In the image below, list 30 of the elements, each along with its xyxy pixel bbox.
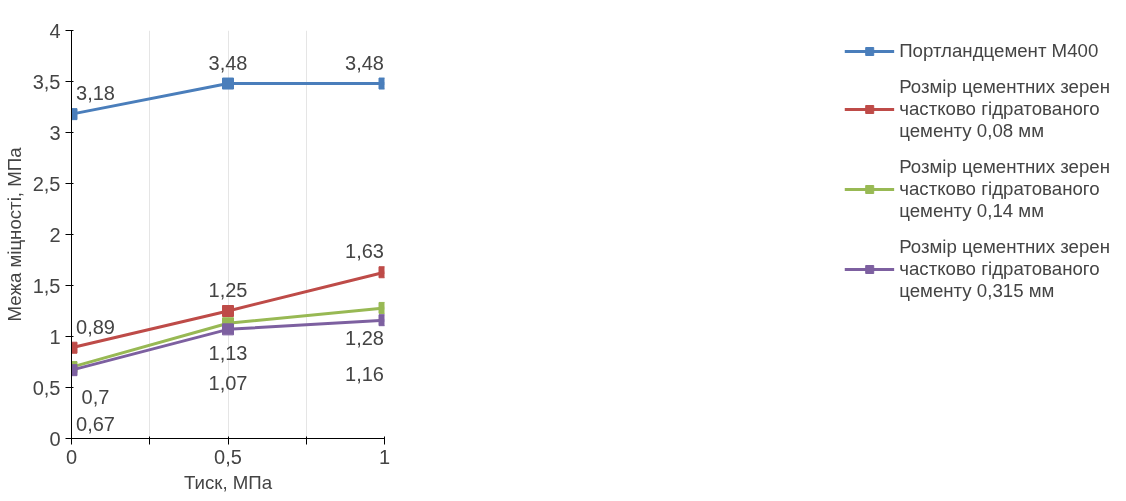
data-label: 3,48	[345, 51, 384, 74]
legend-label: Розмір цементних зерен частково гідратованого цементу 0,315 мм	[899, 236, 1110, 302]
data-label: 1,16	[345, 363, 384, 386]
x-tick-label: 0	[65, 445, 78, 468]
y-axis-title: Межа міцності, МПа	[3, 146, 25, 322]
data-label: 0,67	[76, 413, 115, 436]
y-tick-label: 0	[49, 427, 61, 450]
x-tick-label: 1	[378, 445, 391, 468]
data-label: 0,89	[76, 315, 115, 338]
data-label: 1,07	[208, 372, 248, 395]
x-axis-title: Тиск, МПа	[183, 471, 273, 493]
data-label: 1,25	[208, 279, 248, 301]
data-label: 0,7	[81, 386, 110, 409]
legend-label: Розмір цементних зерен частково гідратованого цементу 0,14 мм	[899, 156, 1110, 222]
data-label: 3,48	[208, 51, 248, 74]
data-label: 1,63	[345, 240, 384, 263]
y-tick-label: 1,5	[32, 274, 61, 297]
y-tick-label: 4	[49, 19, 61, 42]
y-tick-label: 1	[49, 325, 61, 348]
data-label: 3,18	[76, 82, 115, 105]
y-tick-label: 2	[49, 223, 61, 246]
data-label: 1,13	[208, 342, 248, 365]
y-tick-label: 0,5	[32, 376, 61, 399]
legend-label: Розмір цементних зерен частково гідратованого цементу 0,08 мм	[899, 76, 1110, 142]
y-tick-label: 3	[49, 121, 61, 144]
data-label: 1,28	[345, 326, 384, 349]
legend-label: Портландцемент М400	[899, 40, 1099, 62]
y-tick-label: 3,5	[32, 70, 61, 93]
x-tick-label: 0,5	[214, 445, 242, 468]
y-tick-label: 2,5	[32, 172, 61, 195]
